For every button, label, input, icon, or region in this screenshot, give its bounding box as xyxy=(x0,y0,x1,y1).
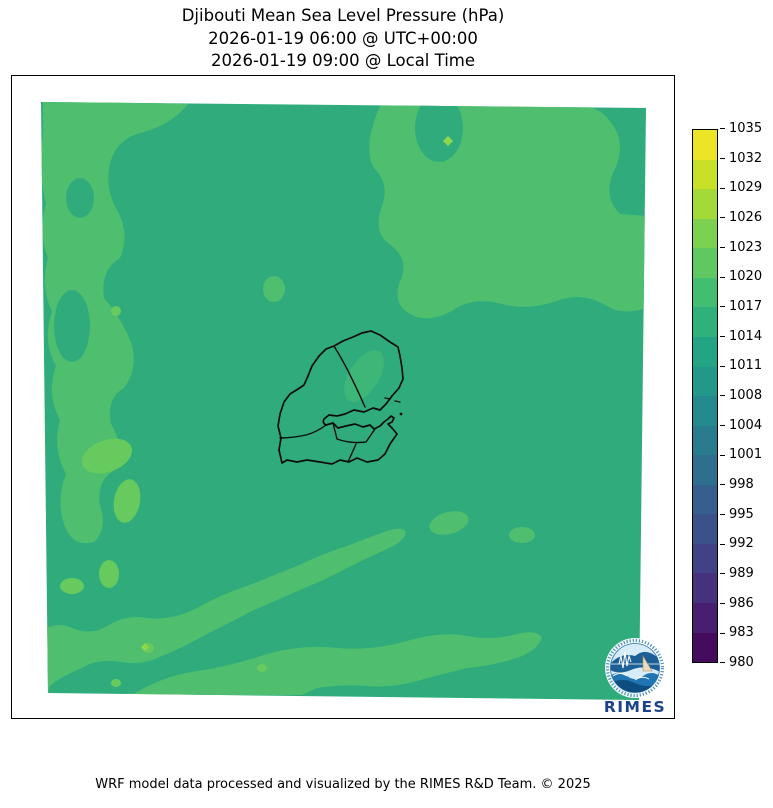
colorbar-ticklabel: 1001 xyxy=(729,447,763,463)
colorbar-ticklabel: 1014 xyxy=(729,328,763,344)
colorbar-segment xyxy=(693,218,717,249)
colorbar-segment xyxy=(693,632,717,663)
colorbar-ticklabel: 992 xyxy=(729,536,754,552)
colorbar-segment xyxy=(693,603,717,633)
contour-faint-patch xyxy=(344,350,384,402)
region-boundary-obock-tadjourah xyxy=(333,345,366,408)
contour-northeast-blob xyxy=(369,102,646,319)
colorbar-tickmark xyxy=(720,336,725,338)
footer-credit: WRF model data processed and visualized … xyxy=(95,777,591,792)
logo-wordmark: RIMES xyxy=(604,698,666,716)
chart-title: Djibouti Mean Sea Level Pressure (hPa) xyxy=(181,6,505,25)
colorbar-tickmark xyxy=(720,632,725,634)
colorbar-ticklabel: 986 xyxy=(729,595,754,611)
colorbar-segment xyxy=(693,307,717,337)
colorbar-ticklabel: 1029 xyxy=(729,180,763,196)
title-block: Djibouti Mean Sea Level Pressure (hPa) 2… xyxy=(11,5,675,73)
colorbar-ticklabel: 998 xyxy=(729,477,754,492)
colorbar-tickmark xyxy=(720,603,725,605)
colorbar-tickmark xyxy=(720,365,725,367)
pressure-field xyxy=(41,102,646,700)
djibouti-outer-boundary xyxy=(277,330,404,465)
chart-subtitle-local: 2026-01-19 09:00 @ Local Time xyxy=(210,51,476,70)
colorbar-tickmark xyxy=(720,158,725,160)
colorbar-segment xyxy=(693,484,717,515)
colorbar-tickmark xyxy=(720,247,725,249)
colorbar-ticklabel: 983 xyxy=(729,625,754,641)
colorbar-segment xyxy=(693,396,717,426)
contour-southwest-band xyxy=(41,528,406,693)
colorbar-ticks: 1035 1032 1029 1026 1023 1020 1017 1014 1011 1008… xyxy=(720,121,770,670)
colorbar-tickmark xyxy=(720,662,725,664)
colorbar-ticklabel: 1011 xyxy=(729,358,763,374)
colorbar-segment xyxy=(693,573,717,603)
region-boundary-tadjourah-dikhil xyxy=(279,424,327,439)
colorbar-tickmark xyxy=(720,128,725,130)
colorbar-tickmark xyxy=(720,306,725,308)
logo-ring-text xyxy=(605,638,665,698)
colorbar-ticklabel: 1017 xyxy=(729,299,763,314)
colorbar-segment xyxy=(693,366,717,397)
pressure-map: RIMES xyxy=(41,102,666,716)
colorbar-tickmark xyxy=(720,425,725,427)
colorbar-tickmark xyxy=(720,484,725,486)
contour-diamond-spot xyxy=(443,136,453,146)
djibouti-boundaries xyxy=(277,330,404,465)
colorbar-segment xyxy=(693,277,717,308)
colorbar-segment xyxy=(693,425,717,456)
colorbar-tickmark xyxy=(720,395,725,397)
region-boundary-arta xyxy=(332,422,376,444)
map-axes: RIMES xyxy=(11,75,675,719)
colorbar-segment xyxy=(693,189,717,219)
colorbar-segment xyxy=(693,159,717,190)
colorbar-segment xyxy=(693,336,717,367)
colorbar-ticklabel: 989 xyxy=(729,566,754,581)
colorbar-tickmark xyxy=(720,217,725,219)
colorbar xyxy=(692,129,718,663)
colorbar-ticklabel: 1035 xyxy=(729,121,763,136)
colorbar-segment xyxy=(693,455,717,485)
colorbar-tickmark xyxy=(720,573,725,575)
contour-bottom-strip xyxy=(132,632,542,695)
colorbar-segment xyxy=(693,543,717,574)
region-boundary-ali-sabieh xyxy=(347,443,357,463)
colorbar-ticklabel: 980 xyxy=(729,655,754,670)
colorbar-ticklabel: 995 xyxy=(729,506,754,522)
colorbar-segment xyxy=(693,248,717,278)
chart-subtitle-utc: 2026-01-19 06:00 @ UTC+00:00 xyxy=(208,28,478,48)
colorbar-tickmark xyxy=(720,276,725,278)
colorbar-tickmark xyxy=(720,514,725,516)
colorbar-ticklabel: 1032 xyxy=(729,150,763,166)
colorbar-tickmark xyxy=(720,187,725,189)
contour-dot xyxy=(263,276,285,302)
colorbar-tickmark xyxy=(720,543,725,545)
colorbar-ticklabel: 1026 xyxy=(729,210,763,225)
colorbar-segment xyxy=(693,514,717,544)
colorbar-ticklabel: 1020 xyxy=(729,269,763,285)
djibouti-city-dot xyxy=(399,412,403,416)
islands xyxy=(384,397,401,403)
colorbar-ticklabel: 1008 xyxy=(729,388,763,403)
colorbar-ticklabel: 1004 xyxy=(729,417,763,433)
colorbar-ticklabel: 1023 xyxy=(729,239,763,255)
colorbar-segment xyxy=(693,130,717,160)
rimes-logo: RIMES xyxy=(604,638,666,716)
colorbar-tickmark xyxy=(720,454,725,456)
